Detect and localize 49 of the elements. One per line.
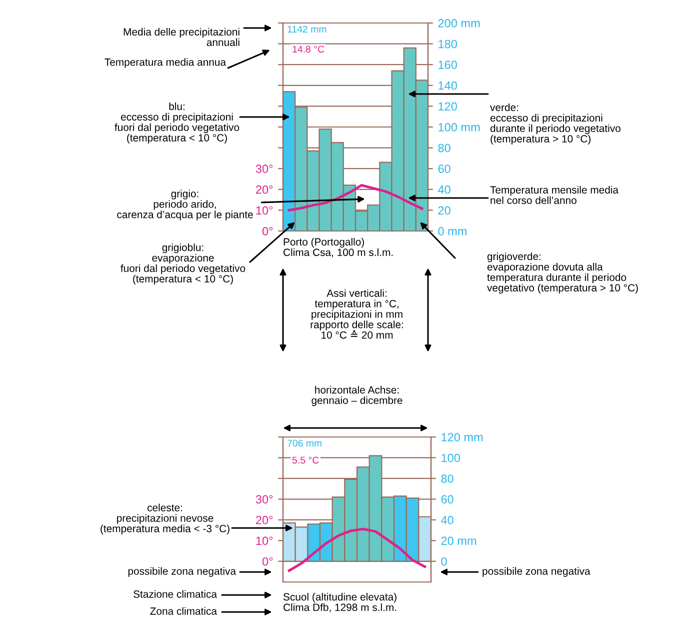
y-tick-label: 30° [256,164,273,173]
y-tick-label: 30° [256,495,273,504]
text: Porto (Portogallo) Clima Csa, 100 m s.l.m. [284,238,393,258]
y2-tick-label: 120 [438,102,457,111]
y2-tick-label: 0 mm [438,227,466,236]
text: celeste: precipitazioni nevose (temperatura media < -3 °C) [100,504,230,534]
y2-tick-label: 80 [441,474,454,483]
y2-tick-label: 80 [438,144,450,152]
text: Temperatura media annua [104,58,226,68]
text: grigioverde: evaporazione dovuta alla temperatura durante il periodo vegetativo (temperatura > 10 °C) [487,252,638,294]
annotation: 706 mm [288,440,322,447]
text: blu: eccesso di precipitazioni fuori dal periodo vegetativo (temperatura < 10 °C) [114,102,240,144]
text: possibile zona negativa [482,567,590,577]
y2-tick-label: 200 mm [438,19,480,28]
y-tick-label: 10° [256,206,273,215]
y2-tick-label: 60 [438,164,450,173]
text: Zona climatica [150,607,218,615]
y2-tick-label: 60 [441,495,454,504]
text: Stazione climatica [134,590,218,598]
text: verde: eccesso di precipitazioni durante il periodo vegetativo (temperatura > 10 °C) [490,103,620,145]
y2-tick-label: 0 [441,557,447,566]
y-tick-label: 20° [256,516,273,524]
y2-tick-label: 100 [442,454,460,462]
annotation: 1142 mm [288,26,326,33]
y-tick-label: 0° [262,557,273,566]
y-tick-label: 0° [262,227,273,236]
y2-tick-label: 20 mm [441,536,476,545]
y2-tick-label: 180 [438,40,457,48]
text: Media delle precipitazioni annuali [124,28,240,46]
text: Temperatura mensile media nel corso dell’anno [490,186,619,204]
y2-tick-label: 140 [438,81,457,90]
text: grigioblu: evaporazione fuori dal periodo vegetativo (temperatura < 10 °C) [120,243,246,285]
line-series [288,184,424,212]
text: horizontale Achse: gennaio – dicembre [312,386,402,406]
y2-tick-label: 20 [438,206,450,215]
line-series [288,528,426,572]
annotation: 5.5 °C [292,456,319,464]
annotation: 14.8 °C [292,46,324,53]
y-tick-label: 10° [256,536,273,545]
y-tick-label: 20° [256,185,273,194]
text: possibile zona negativa [128,567,236,577]
y2-tick-label: 160 [438,60,457,69]
y2-tick-label: 40 [438,185,450,194]
text: Scuol (altitudine elevata) Clima Dfb, 1298 m s.l.m. [283,592,396,612]
y2-tick-label: 40 [440,516,454,524]
text: Assi verticali: temperatura in °C, precipitazioni in mm rapporto delle scale: 10 °C ≙ 20 mm [310,289,403,339]
text: grigio: periodo arido, carenza d’acqua per le piante [117,190,253,220]
y2-tick-label: 120 mm [442,433,483,442]
y2-tick-label: 100 mm [438,123,480,132]
